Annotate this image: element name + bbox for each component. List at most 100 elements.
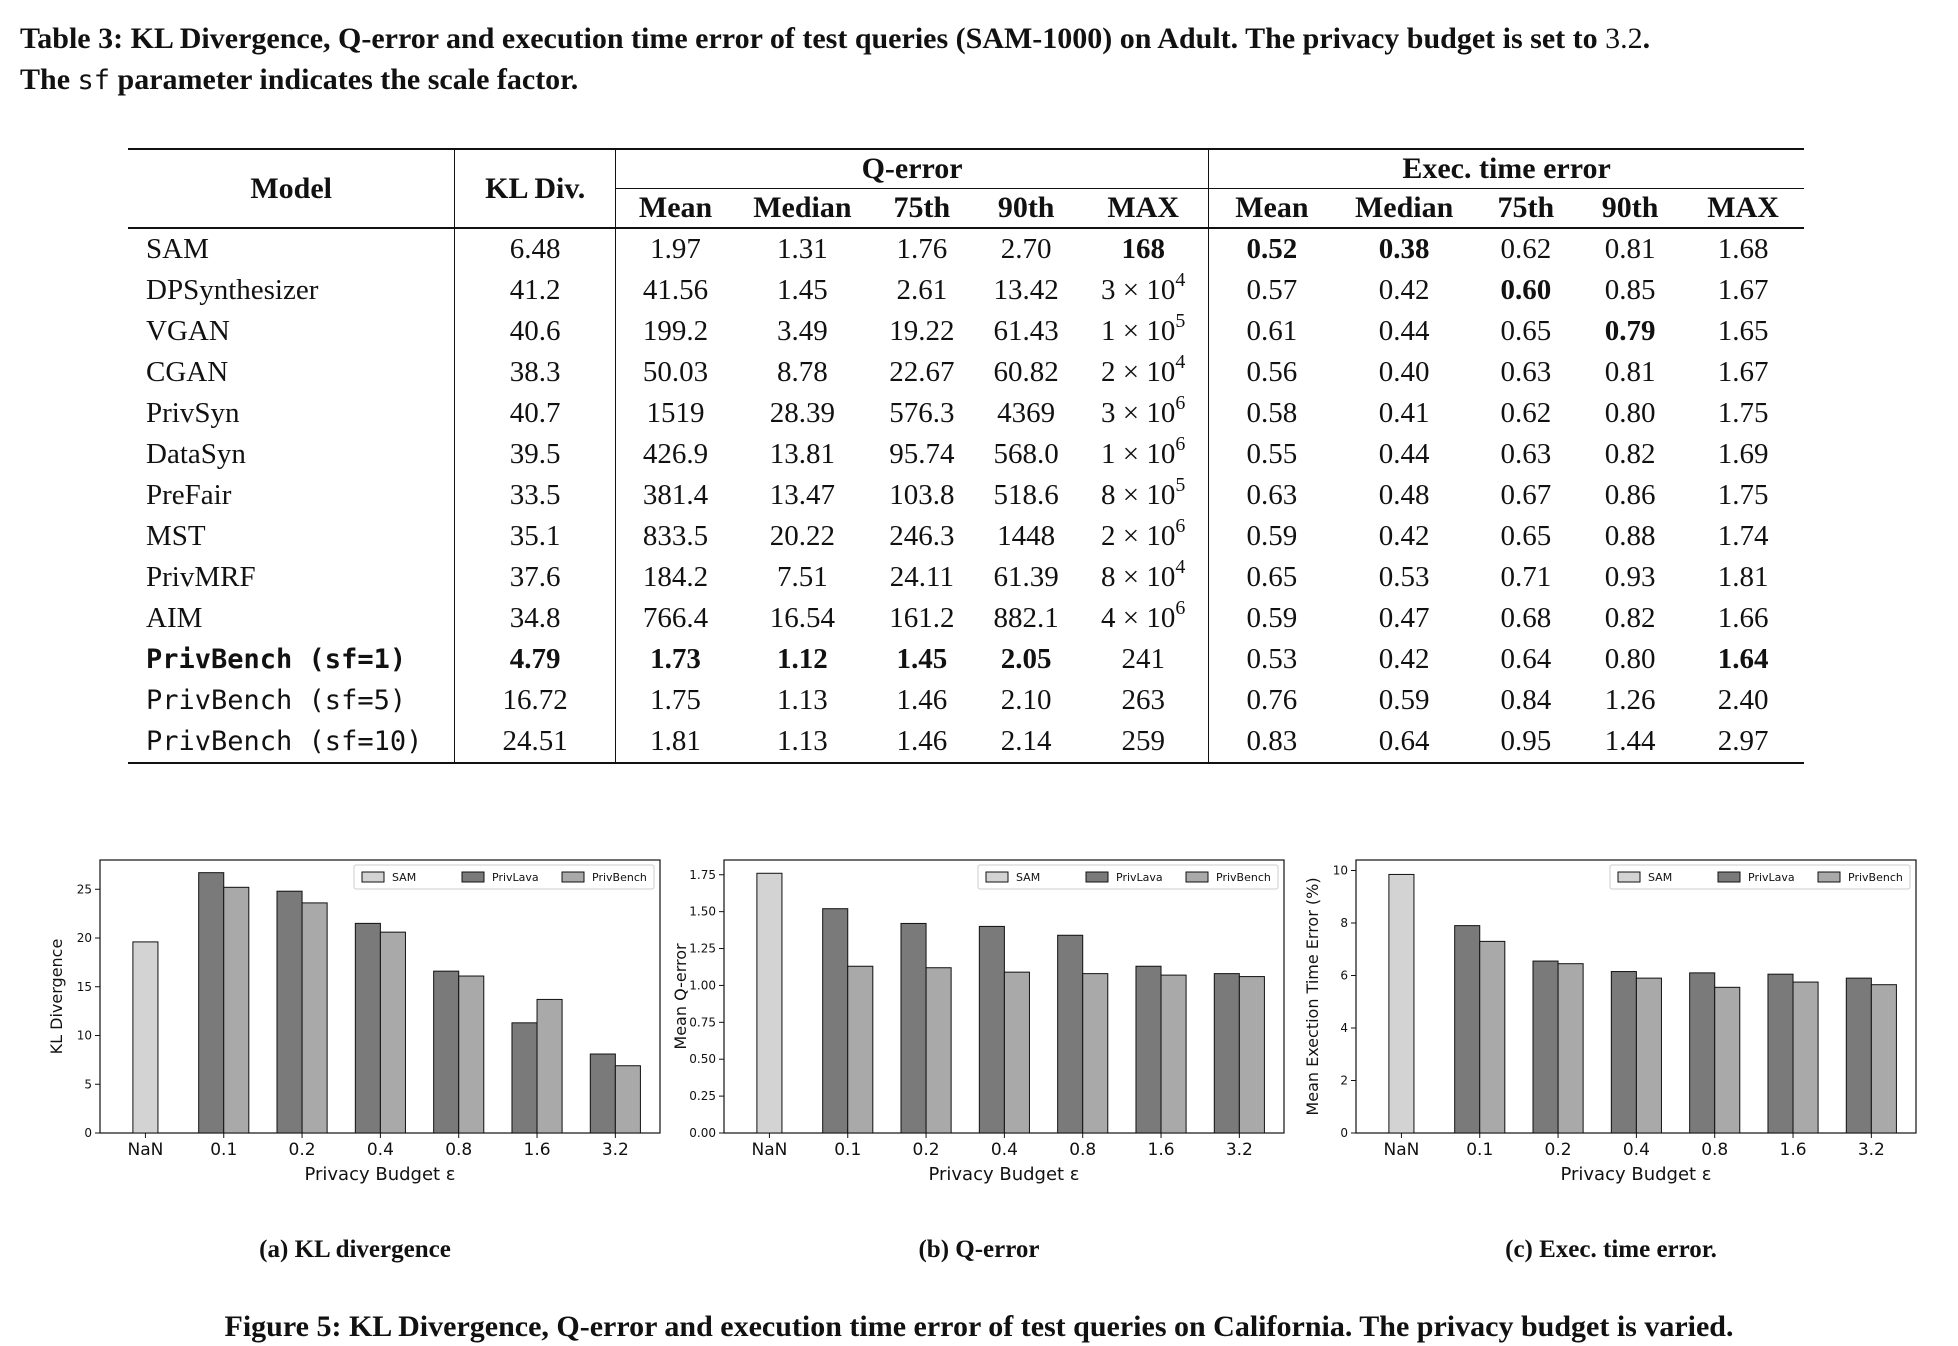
q-error-cell: 833.5	[642, 520, 709, 552]
bar-privlava	[1532, 960, 1559, 1134]
subcaption-b: (b) Q-error	[918, 1236, 1040, 1263]
q-error-cell: 60.82	[993, 356, 1059, 388]
kl-div-cell: 24.51	[454, 721, 617, 764]
q-error-max-exponent: 5	[1175, 310, 1186, 332]
q-error-cell: 28.39	[769, 397, 836, 429]
q-error-cell: 61.39	[993, 561, 1059, 593]
q-error-max-value: 168	[1121, 233, 1165, 265]
exec-error-cell: 0.55	[1246, 438, 1298, 470]
chart-exec-time-error: 0 2 4 6 8 10 NaN 0.1 0.2 0.4 0.8 1.6 3.2 Privacy Budg…	[1296, 845, 1926, 1205]
legend-label: PrivLava	[1748, 871, 1795, 884]
x-tick-label: 3.2	[602, 1140, 629, 1160]
q-error-max-cell: 241	[1078, 639, 1210, 680]
kl-div-cell: 6.48	[454, 228, 617, 270]
q-error-max-value: 2 × 10	[1101, 520, 1176, 552]
exec-error-cell: 0.52	[1246, 233, 1298, 265]
kl-div-cell: 35.1	[454, 516, 617, 557]
x-tick-label: NaN	[751, 1140, 787, 1160]
bar-privbench	[1870, 984, 1897, 1134]
exec-error-cell: 2.97	[1682, 721, 1804, 764]
bar-privlava	[1610, 971, 1637, 1134]
q-error-cell: 61.43	[993, 315, 1059, 347]
y-tick-label: 4	[1340, 1021, 1348, 1035]
x-tick-label: 0.4	[991, 1140, 1018, 1160]
header-q-max: MAX	[1078, 188, 1210, 229]
q-error-max-exponent: 4	[1175, 351, 1186, 373]
exec-error-cell: 1.75	[1717, 479, 1769, 511]
exec-error-cell: 0.61	[1246, 315, 1298, 347]
exec-error-cell: 1.26	[1604, 684, 1656, 716]
header-kl: KL Div.	[454, 148, 617, 229]
q-error-cell: 381.4	[642, 479, 709, 511]
exec-error-cell: 0.64	[1334, 721, 1474, 764]
figure-caption: Figure 5: KL Divergence, Q-error and exe…	[224, 1310, 1734, 1343]
q-error-cell: 2.14	[974, 721, 1079, 764]
q-error-max-exponent: 6	[1175, 433, 1186, 455]
x-tick-label: 1.6	[1780, 1140, 1807, 1160]
q-error-cell: 1.81	[615, 721, 736, 764]
x-tick-label: 0.4	[367, 1140, 394, 1160]
bar-privbench	[1635, 977, 1662, 1134]
x-tick-label: NaN	[127, 1140, 163, 1160]
q-error-cell: 426.9	[642, 438, 709, 470]
q-error-cell: 2.10	[1000, 684, 1052, 716]
q-error-cell: 1.73	[650, 643, 701, 675]
kl-div-cell: 34.8	[454, 598, 617, 639]
q-error-cell: 1.45	[777, 274, 828, 306]
q-error-max-value: 241	[1121, 643, 1165, 675]
kl-div-cell: 40.7	[454, 393, 617, 434]
exec-error-cell: 0.42	[1378, 520, 1430, 552]
bar-privlava	[589, 1053, 616, 1134]
exec-error-cell: 0.79	[1604, 315, 1656, 347]
table-caption-end: .	[1642, 22, 1651, 55]
x-tick-label: 3.2	[1858, 1140, 1885, 1160]
kl-div-cell: 33.5	[454, 475, 617, 516]
x-tick-label: 0.8	[1701, 1140, 1728, 1160]
legend-label: PrivLava	[492, 871, 539, 884]
exec-error-cell: 1.67	[1717, 274, 1769, 306]
exec-error-cell: 0.80	[1604, 643, 1656, 675]
bar-privbench	[847, 965, 874, 1134]
exec-error-cell: 0.93	[1604, 561, 1656, 593]
y-tick-label: 10	[1333, 864, 1348, 878]
table-body: SAM 6.48 1.97 1.31 1.76 2.70 168 0.52 0.38 0.62 0.…	[128, 228, 1804, 764]
x-tick-label: 0.8	[445, 1140, 472, 1160]
q-error-max-exponent: 6	[1175, 392, 1186, 414]
x-tick-label: 0.8	[1069, 1140, 1096, 1160]
exec-error-cell: 0.58	[1246, 397, 1298, 429]
y-tick-label: 1.00	[689, 978, 716, 992]
table-caption-sf: sf	[77, 65, 111, 96]
bar-privbench	[614, 1065, 641, 1134]
q-error-cell: 2.70	[1000, 233, 1052, 265]
x-tick-label: 3.2	[1226, 1140, 1253, 1160]
q-error-cell: 103.8	[889, 479, 955, 511]
exec-error-cell: 0.82	[1604, 602, 1656, 634]
exec-error-cell: 1.81	[1717, 561, 1769, 593]
q-error-cell: 518.6	[993, 479, 1059, 511]
y-tick-label: 1.75	[689, 868, 716, 882]
y-tick-label: 25	[77, 882, 92, 896]
q-error-cell: 13.42	[993, 274, 1059, 306]
model-name-cell: PrivBench (sf=10)	[128, 721, 456, 764]
exec-error-cell: 0.57	[1246, 274, 1298, 306]
bar-privbench	[1003, 971, 1030, 1134]
q-error-max-cell: 2 × 106	[1078, 516, 1210, 557]
q-error-cell: 1.97	[650, 233, 701, 265]
q-error-cell: 4369	[997, 397, 1056, 429]
y-axis-label: KL Divergence	[47, 939, 66, 1055]
q-error-cell: 8.78	[777, 356, 828, 388]
bar-privbench	[1557, 963, 1584, 1134]
table-row: DataSyn 39.5 426.9 13.81 95.74 568.0 1 × 106 0.…	[128, 434, 1804, 475]
y-tick-label: 0.50	[689, 1052, 716, 1066]
q-error-cell: 13.81	[769, 438, 836, 470]
table-row: PrivBench (sf=5) 16.72 1.75 1.13 1.46 2.10 263…	[128, 680, 1804, 721]
q-error-max-value: 2 × 10	[1101, 356, 1176, 388]
q-error-max-cell: 1 × 106	[1078, 433, 1210, 475]
x-axis-label: Privacy Budget ε	[928, 1164, 1079, 1185]
bar-privlava	[900, 922, 927, 1134]
x-tick-label: 1.6	[1148, 1140, 1175, 1160]
q-error-max-cell: 4 × 106	[1078, 598, 1210, 639]
bar-privlava	[1057, 934, 1084, 1134]
bar-privbench	[1479, 940, 1506, 1134]
legend-label: SAM	[392, 871, 416, 884]
